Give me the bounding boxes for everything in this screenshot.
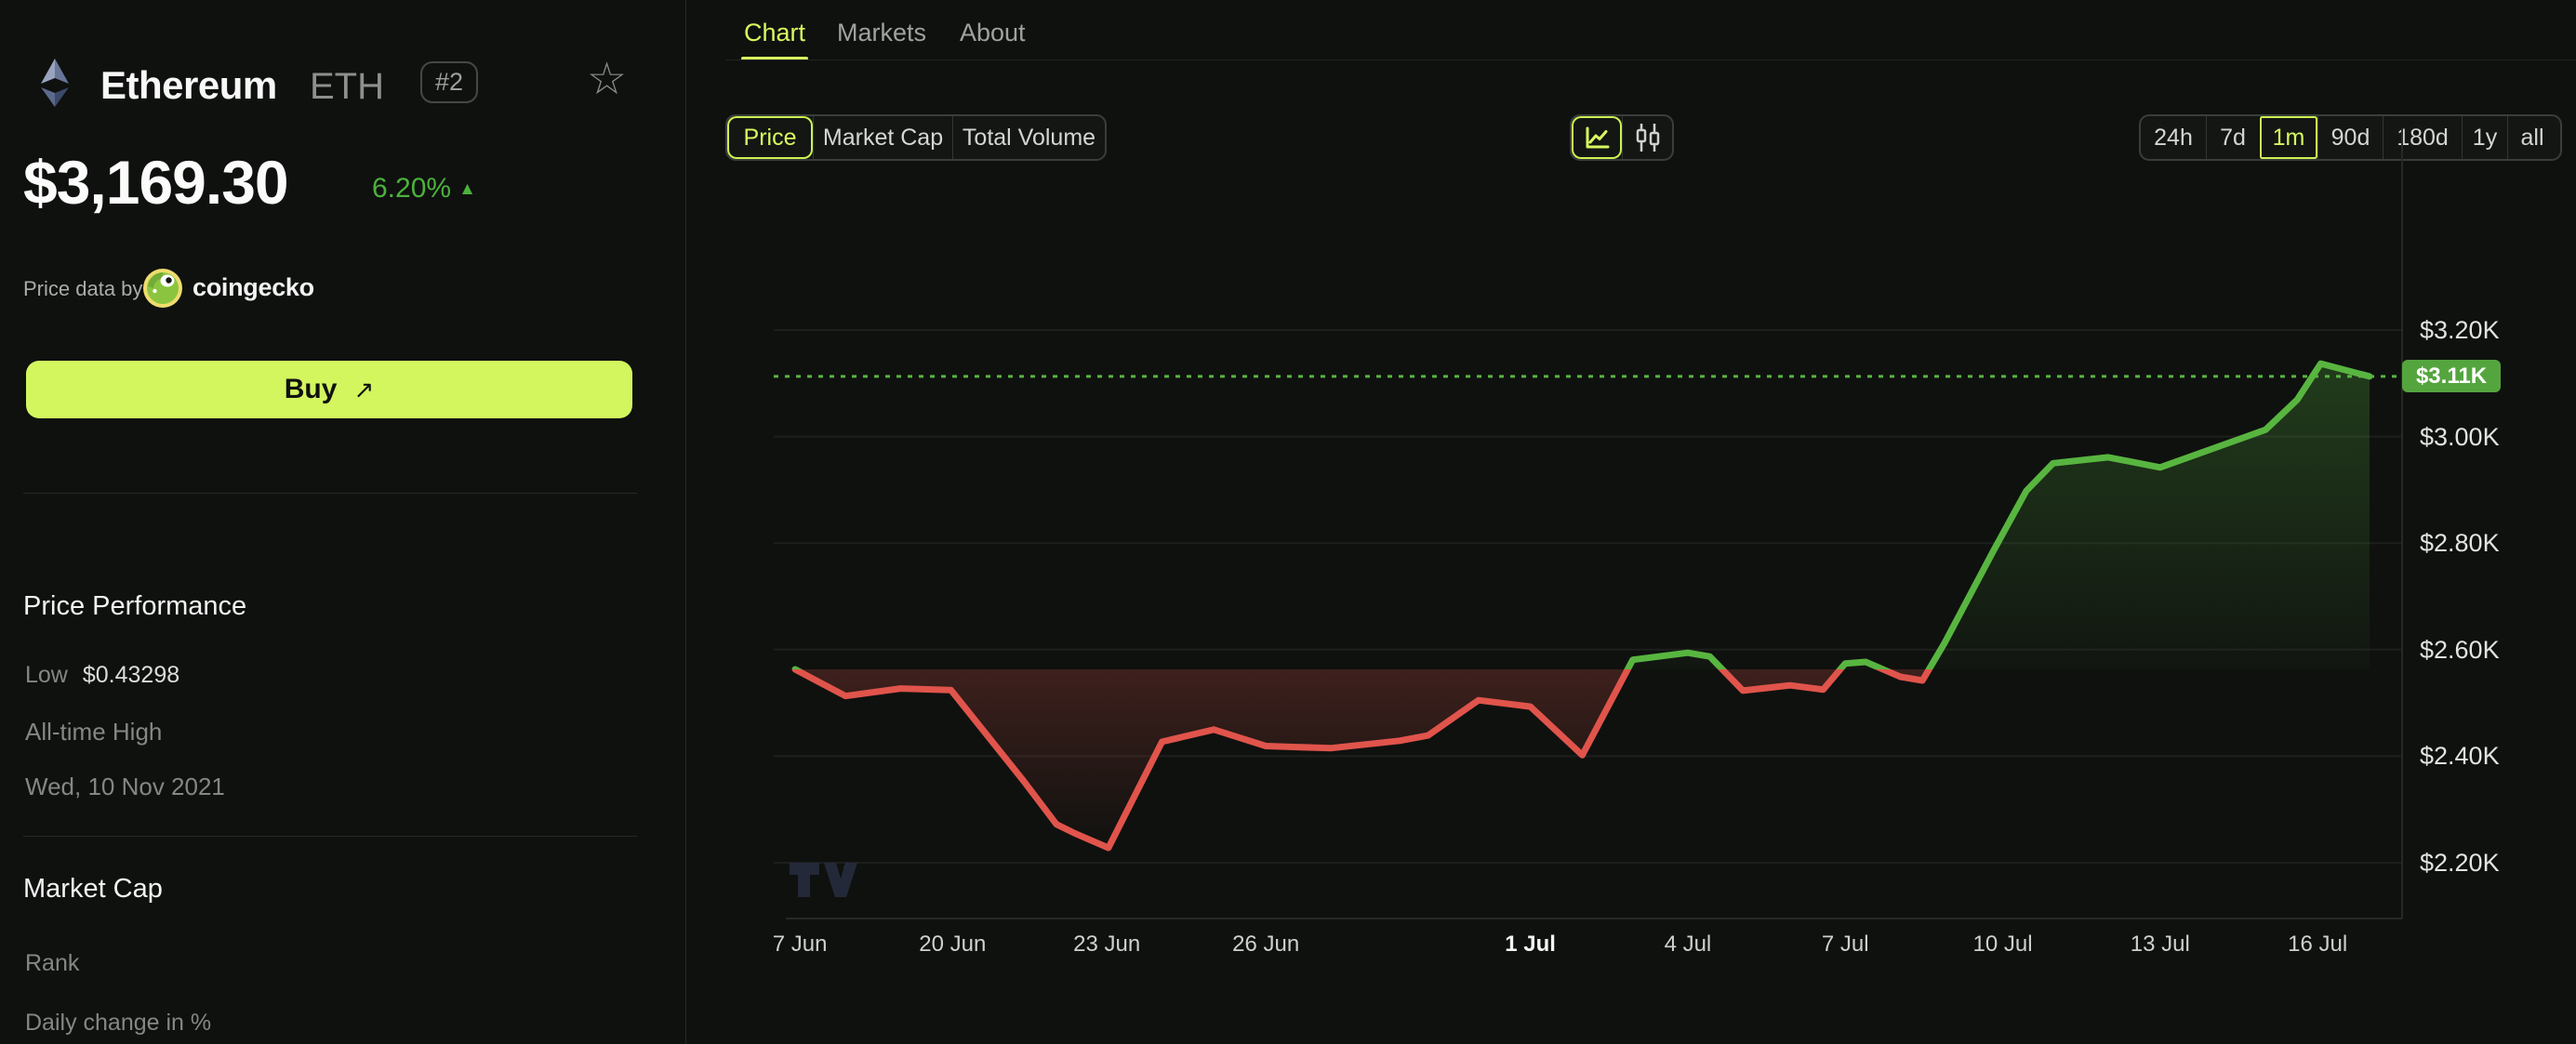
tabbar-border bbox=[725, 59, 2576, 60]
y-axis-label: $3.00K bbox=[2420, 422, 2500, 451]
divider bbox=[23, 836, 637, 837]
x-axis-label: 16 Jul bbox=[2288, 932, 2348, 957]
toggle-market-cap[interactable]: Market Cap bbox=[813, 116, 952, 159]
attribution-prefix: Price data by bbox=[23, 277, 143, 300]
x-axis-label: 4 Jul bbox=[1664, 932, 1712, 957]
range-180d[interactable]: 180d bbox=[2383, 116, 2462, 159]
ath-date: Wed, 10 Nov 2021 bbox=[25, 773, 225, 800]
daily-change-label: Daily change in % bbox=[25, 1010, 212, 1036]
divider bbox=[23, 493, 637, 494]
x-axis-label: 26 Jun bbox=[1232, 932, 1300, 957]
rank-label: Rank bbox=[25, 950, 80, 976]
x-axis-label: 7 Jul bbox=[1821, 932, 1869, 957]
buy-button[interactable]: Buy ↗ bbox=[26, 361, 632, 418]
metric-toggle-group: Price Market Cap Total Volume bbox=[725, 114, 1107, 161]
ath-label: All-time High bbox=[25, 718, 163, 746]
range-1m[interactable]: 1m bbox=[2259, 116, 2317, 159]
coingecko-logo-icon[interactable] bbox=[142, 268, 183, 313]
x-axis-label: 1 Jul bbox=[1505, 932, 1556, 957]
price-performance-title: Price Performance bbox=[23, 591, 247, 621]
tab-about[interactable]: About bbox=[960, 19, 1026, 46]
range-7d[interactable]: 7d bbox=[2206, 116, 2259, 159]
coin-name: Ethereum bbox=[100, 63, 277, 107]
tradingview-logo[interactable] bbox=[790, 863, 857, 897]
x-axis-label: 13 Jul bbox=[2130, 932, 2190, 957]
tab-markets[interactable]: Markets bbox=[837, 19, 927, 46]
candlestick-chart-icon[interactable] bbox=[1622, 116, 1672, 159]
y-axis-label: $2.80K bbox=[2420, 529, 2500, 558]
toggle-total-volume[interactable]: Total Volume bbox=[952, 116, 1105, 159]
x-axis-label: 10 Jul bbox=[1972, 932, 2033, 957]
x-axis-label: 7 Jun bbox=[772, 932, 828, 957]
favorite-star-icon[interactable]: ☆ bbox=[587, 55, 628, 104]
y-axis-label: $2.60K bbox=[2420, 635, 2500, 664]
range-all[interactable]: all bbox=[2507, 116, 2556, 159]
x-axis-label: 20 Jun bbox=[919, 932, 987, 957]
y-axis-label: $2.40K bbox=[2420, 742, 2500, 771]
range-1y[interactable]: 1y bbox=[2462, 116, 2507, 159]
current-price: $3,169.30 bbox=[23, 148, 289, 217]
low-value: $0.43298 bbox=[82, 662, 180, 688]
coin-rank-badge: #2 bbox=[420, 61, 479, 103]
active-tab-underline bbox=[741, 57, 808, 60]
coingecko-brand[interactable]: coingecko bbox=[193, 273, 314, 301]
tab-chart[interactable]: Chart bbox=[744, 19, 806, 46]
external-arrow-icon: ↗ bbox=[353, 375, 375, 403]
toggle-price[interactable]: Price bbox=[727, 116, 813, 159]
price-change: 6.20% ▲ bbox=[372, 173, 476, 204]
y-axis-label: $3.20K bbox=[2420, 316, 2500, 344]
low-label: Low bbox=[25, 662, 68, 688]
chart-type-toggle-group bbox=[1570, 114, 1674, 161]
ethereum-logo-icon bbox=[39, 58, 71, 112]
up-triangle-icon: ▲ bbox=[458, 179, 476, 199]
coin-symbol: ETH bbox=[310, 66, 384, 107]
range-90d[interactable]: 90d bbox=[2317, 116, 2383, 159]
line-chart-icon[interactable] bbox=[1572, 116, 1622, 159]
current-price-badge: $3.11K bbox=[2402, 360, 2501, 393]
coin-sidebar: Ethereum ETH #2 ☆ $3,169.30 6.20% ▲ Price… bbox=[0, 0, 686, 1044]
time-range-group: 24h 7d 1m 90d 180d 1y all bbox=[2139, 114, 2562, 161]
range-24h[interactable]: 24h bbox=[2154, 124, 2193, 151]
low-stat: Low $0.43298 bbox=[25, 662, 179, 689]
y-axis-label: $2.20K bbox=[2420, 849, 2500, 877]
x-axis-label: 23 Jun bbox=[1073, 932, 1141, 957]
market-cap-title: Market Cap bbox=[23, 874, 163, 904]
